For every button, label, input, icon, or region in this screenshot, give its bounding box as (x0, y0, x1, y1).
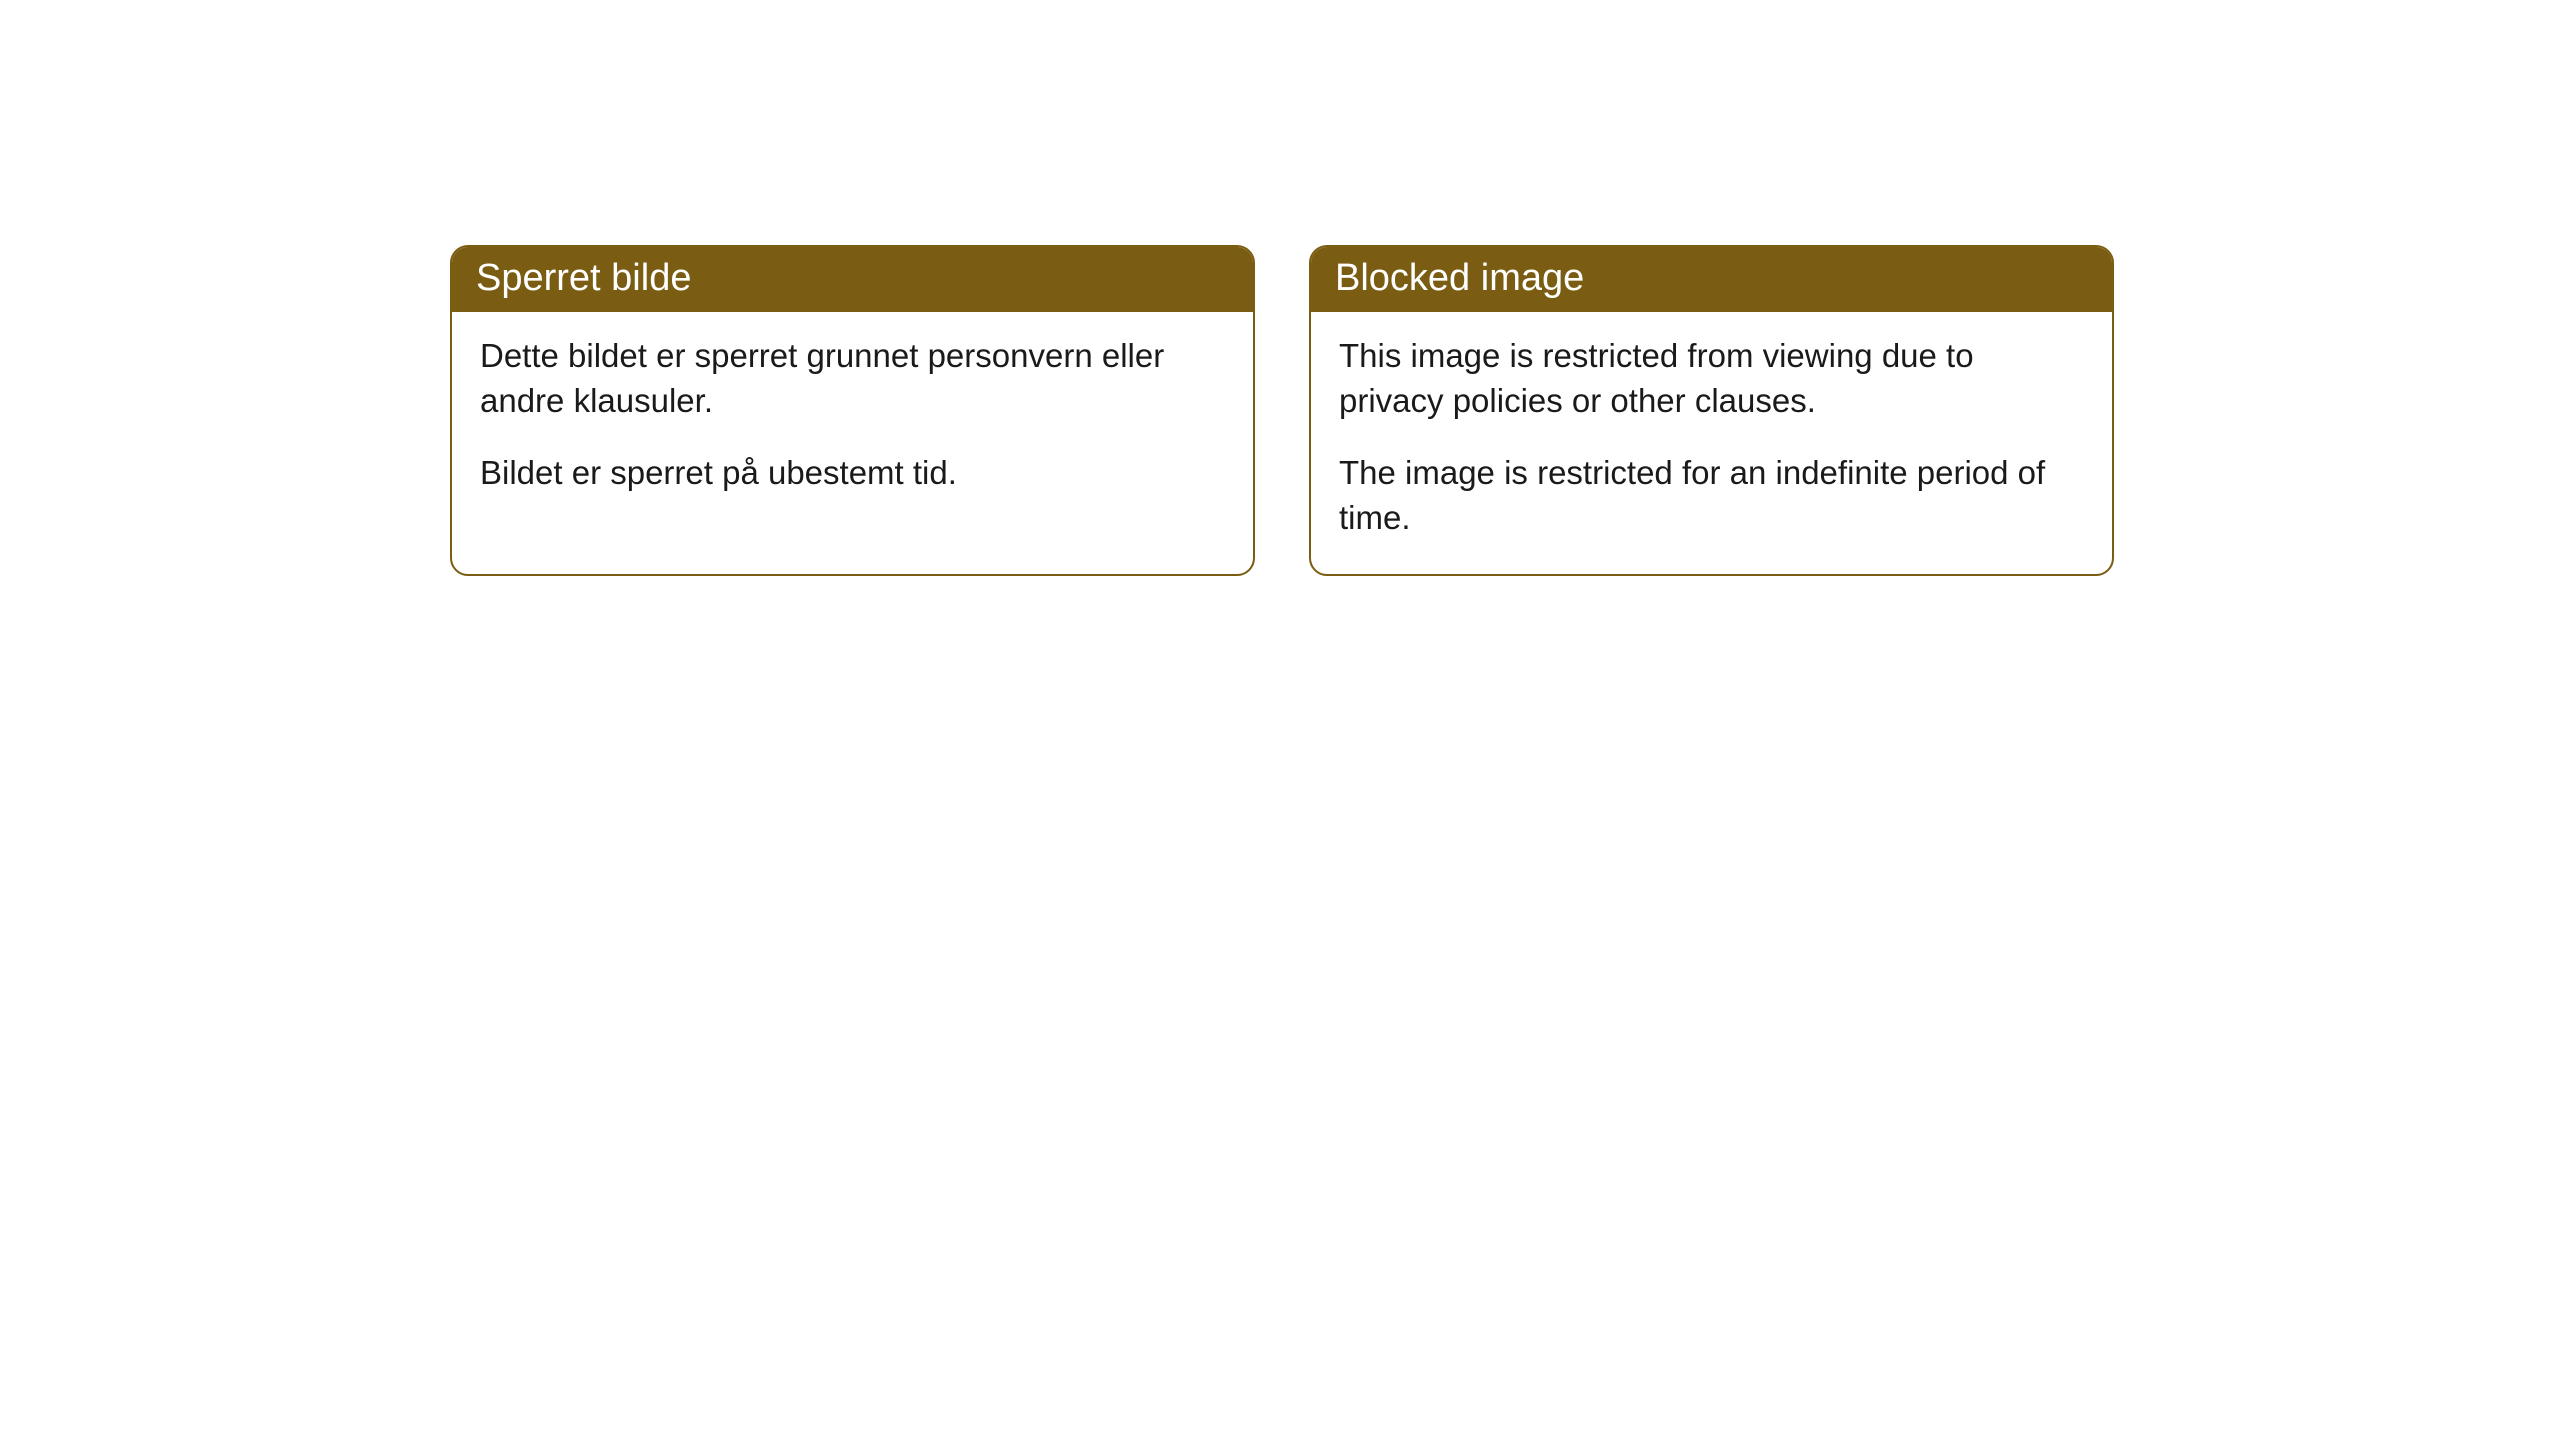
card-paragraph: Bildet er sperret på ubestemt tid. (480, 451, 1225, 496)
card-body: This image is restricted from viewing du… (1311, 312, 2112, 574)
blocked-image-card-no: Sperret bilde Dette bildet er sperret gr… (450, 245, 1255, 576)
card-paragraph: Dette bildet er sperret grunnet personve… (480, 334, 1225, 423)
cards-container: Sperret bilde Dette bildet er sperret gr… (0, 0, 2560, 576)
card-paragraph: The image is restricted for an indefinit… (1339, 451, 2084, 540)
card-header: Sperret bilde (452, 247, 1253, 312)
card-body: Dette bildet er sperret grunnet personve… (452, 312, 1253, 530)
card-paragraph: This image is restricted from viewing du… (1339, 334, 2084, 423)
card-header: Blocked image (1311, 247, 2112, 312)
blocked-image-card-en: Blocked image This image is restricted f… (1309, 245, 2114, 576)
